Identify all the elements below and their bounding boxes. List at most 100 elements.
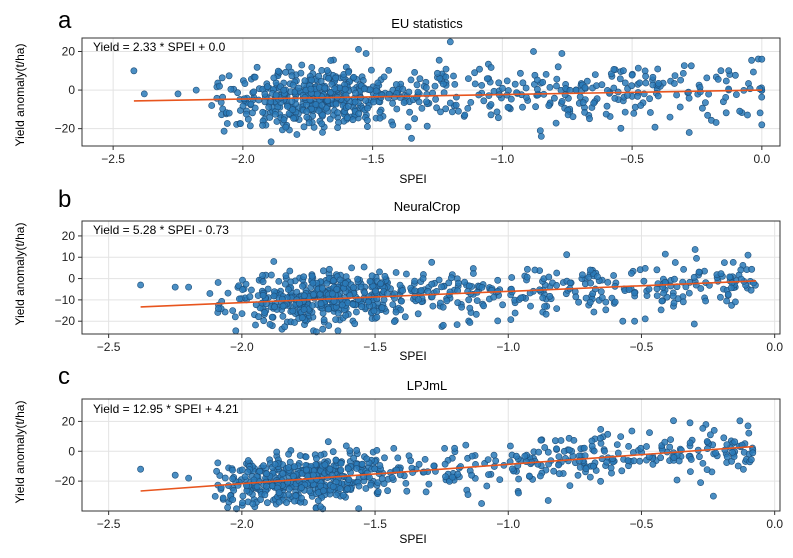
scatter-point: [310, 291, 317, 298]
scatter-point: [563, 251, 571, 259]
scatter-point: [729, 448, 736, 456]
scatter-point: [613, 441, 621, 448]
scatter-point: [342, 442, 350, 450]
scatter-point: [329, 448, 337, 456]
scatter-point: [437, 108, 444, 116]
scatter-point: [373, 446, 381, 454]
y-tick-label: −10: [55, 293, 76, 307]
scatter-point: [298, 314, 306, 322]
scatter-point: [532, 103, 539, 111]
scatter-point: [364, 104, 371, 112]
scatter-point: [326, 465, 334, 473]
scatter-point: [602, 110, 610, 118]
scatter-point: [448, 473, 456, 481]
scatter-point: [697, 285, 705, 292]
scatter-point: [747, 286, 755, 294]
plot-area: −2.5 −2.0 −1.5 −1.0 −0.5 0.0 20 0 −20: [55, 37, 781, 166]
scatter-point: [266, 320, 274, 328]
scatter-point: [471, 80, 479, 88]
scatter-point: [527, 302, 534, 310]
scatter-point: [552, 119, 560, 127]
scatter-point: [336, 276, 344, 284]
scatter-point: [750, 68, 757, 76]
scatter-point: [534, 91, 542, 99]
scatter-point: [344, 102, 352, 110]
scatter-point: [531, 266, 539, 274]
scatter-point: [411, 287, 419, 295]
scatter-point: [428, 258, 436, 266]
scatter-point: [285, 464, 292, 471]
scatter-point: [758, 55, 766, 63]
plot-frame: [81, 37, 781, 147]
scatter-point: [634, 92, 641, 100]
scatter-point: [261, 309, 268, 316]
scatter-point: [402, 479, 410, 487]
scatter-point: [363, 455, 371, 463]
scatter-point: [591, 71, 599, 78]
scatter-point: [487, 101, 495, 108]
scatter-point: [325, 322, 333, 329]
scatter-point: [225, 109, 233, 117]
scatter-point: [617, 124, 625, 132]
scatter-point: [649, 73, 657, 81]
scatter-point: [530, 48, 537, 55]
scatter-point: [519, 79, 527, 87]
scatter-point: [259, 291, 267, 299]
scatter-point: [378, 304, 386, 312]
scatter-point: [442, 65, 450, 73]
scatter-point: [534, 76, 541, 84]
scatter-point: [565, 446, 573, 454]
scatter-point: [411, 277, 418, 285]
scatter-point: [281, 323, 289, 331]
scatter-point: [610, 66, 618, 73]
scatter-point: [333, 285, 341, 293]
scatter-point: [503, 77, 511, 85]
scatter-point: [297, 484, 305, 492]
scatter-point: [586, 473, 594, 481]
scatter-point: [579, 271, 586, 279]
scatter-point: [625, 442, 632, 450]
scatter-point: [582, 294, 590, 302]
scatter-point: [537, 436, 545, 444]
scatter-point: [326, 115, 334, 123]
scatter-point: [601, 447, 608, 455]
scatter-point: [610, 84, 618, 92]
scatter-point: [542, 71, 550, 78]
scatter-point: [603, 102, 611, 110]
scatter-point: [422, 488, 430, 496]
scatter-point: [140, 90, 148, 98]
scatter-point: [744, 111, 751, 119]
scatter-point: [239, 286, 246, 293]
scatter-point: [748, 265, 756, 273]
scatter-point: [251, 73, 259, 81]
scatter-point: [487, 64, 495, 71]
scatter-point: [517, 294, 525, 302]
scatter-point: [670, 299, 678, 307]
scatter-point: [448, 108, 456, 116]
scatter-point: [466, 319, 474, 326]
scatter-point: [349, 300, 357, 308]
scatter-point: [442, 105, 450, 113]
scatter-point: [308, 272, 316, 280]
scatter-point: [734, 462, 742, 470]
scatter-point: [362, 485, 370, 492]
scatter-point: [261, 491, 269, 499]
scatter-point: [224, 504, 231, 511]
scatter-point: [238, 466, 246, 474]
scatter-point: [319, 111, 326, 119]
scatter-point: [302, 453, 310, 461]
scatter-point: [637, 102, 645, 109]
scatter-point: [598, 81, 606, 89]
scatter-point: [758, 93, 766, 101]
scatter-point: [539, 294, 547, 302]
scatter-point: [704, 111, 711, 119]
scatter-point: [334, 327, 342, 335]
scatter-point: [317, 77, 325, 85]
scatter-point: [367, 66, 375, 74]
scatter-point: [494, 317, 502, 325]
x-tick-label: 0.0: [766, 517, 783, 531]
scatter-point: [756, 109, 764, 117]
scatter-point: [291, 319, 298, 326]
chart-title: NeuralCrop: [394, 199, 460, 214]
scatter-point: [290, 463, 298, 471]
